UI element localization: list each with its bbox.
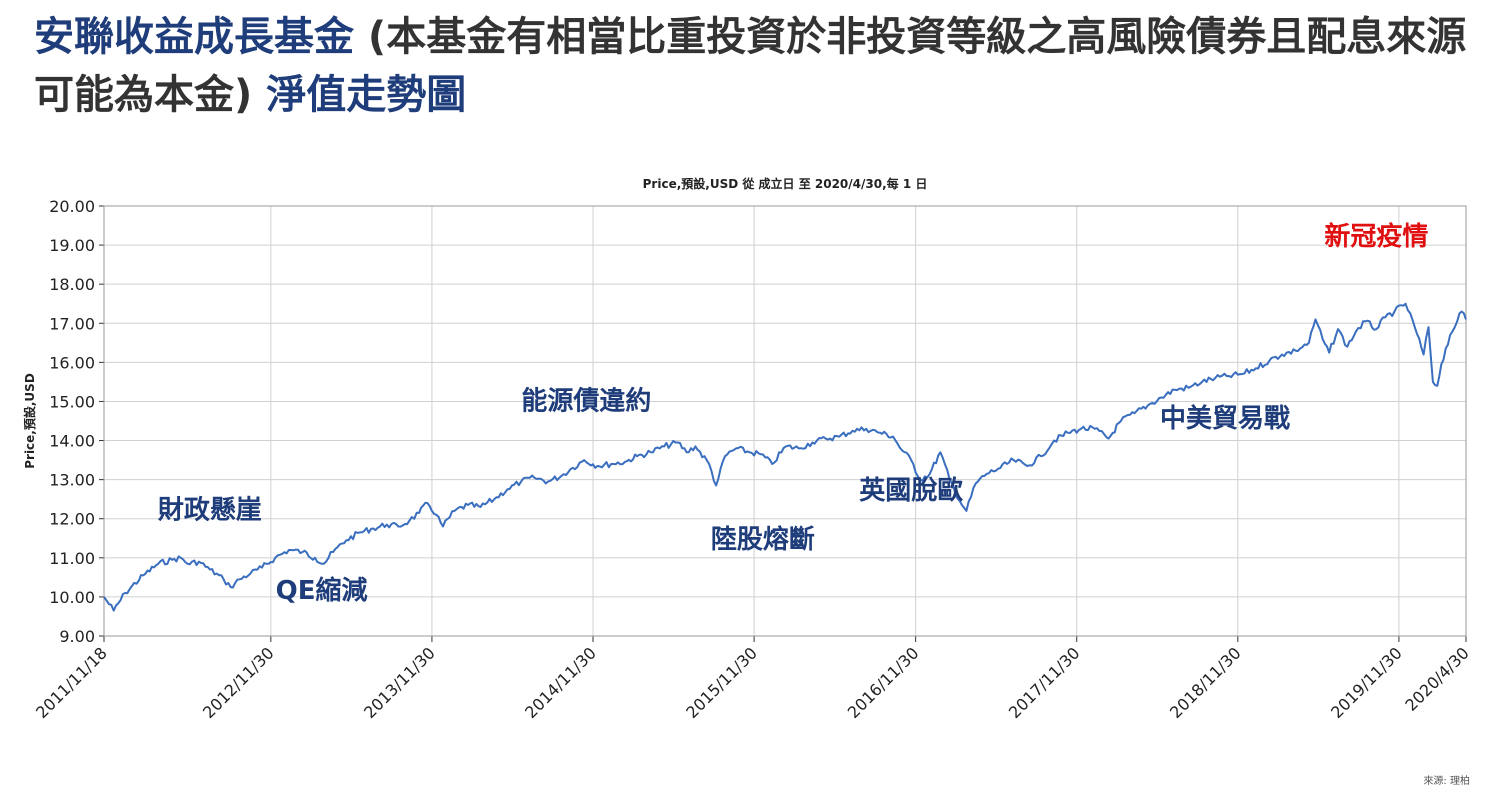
title-fund-name: 安聯收益成長基金 [34,14,354,60]
x-tick-label: 2012/11/30 [199,643,278,722]
y-tick-label: 16.00 [49,353,95,372]
y-tick-label: 10.00 [49,588,95,607]
x-tick-label: 2013/11/30 [360,643,439,722]
event-annotation: 新冠疫情 [1324,221,1428,252]
plot-frame [103,205,1467,637]
y-tick-label: 15.00 [49,392,95,411]
y-tick-label: 20.00 [49,197,95,216]
chart-title: Price,預設,USD 從 成立日 至 2020/4/30,每 1 日 [643,176,928,191]
x-tick-label: 2016/11/30 [844,643,923,722]
x-tick-label: 2017/11/30 [1005,643,1084,722]
event-annotation: 陸股熔斷 [711,524,815,555]
y-tick-label: 13.00 [49,471,95,490]
x-tick-label: 2015/11/30 [682,643,761,722]
title-disclaimer: (本基金有相當比重投資於非投資等級之高風險債券且配息來源可能為本金) [34,14,1467,118]
series-line [103,302,1467,612]
page-title: 安聯收益成長基金 (本基金有相當比重投資於非投資等級之高風險債券且配息來源可能為… [34,8,1474,124]
event-annotation: 能源債違約 [521,385,651,416]
event-annotation: QE縮減 [276,575,368,606]
event-annotation: 中美貿易戰 [1160,403,1290,434]
source-note: 來源: 理柏 [1423,776,1470,787]
y-axis-label: Price,預設,USD [22,373,37,469]
y-tick-label: 19.00 [49,236,95,255]
event-annotation: 財政懸崖 [158,495,262,526]
title-chart-name: 淨值走勢圖 [266,72,467,118]
x-tick-label: 2018/11/30 [1166,643,1245,722]
x-tick-label: 2019/11/30 [1327,643,1406,722]
y-tick-label: 11.00 [49,549,95,568]
x-tick-label: 2020/4/30 [1401,643,1472,714]
x-tick-label: 2014/11/30 [521,643,600,722]
y-tick-label: 18.00 [49,275,95,294]
y-tick-label: 14.00 [49,432,95,451]
y-tick-label: 12.00 [49,510,95,529]
event-annotation: 英國脫歐 [859,476,963,506]
y-tick-label: 17.00 [49,314,95,333]
x-tick-label: 2011/11/18 [32,643,111,722]
y-tick-label: 9.00 [59,627,95,646]
